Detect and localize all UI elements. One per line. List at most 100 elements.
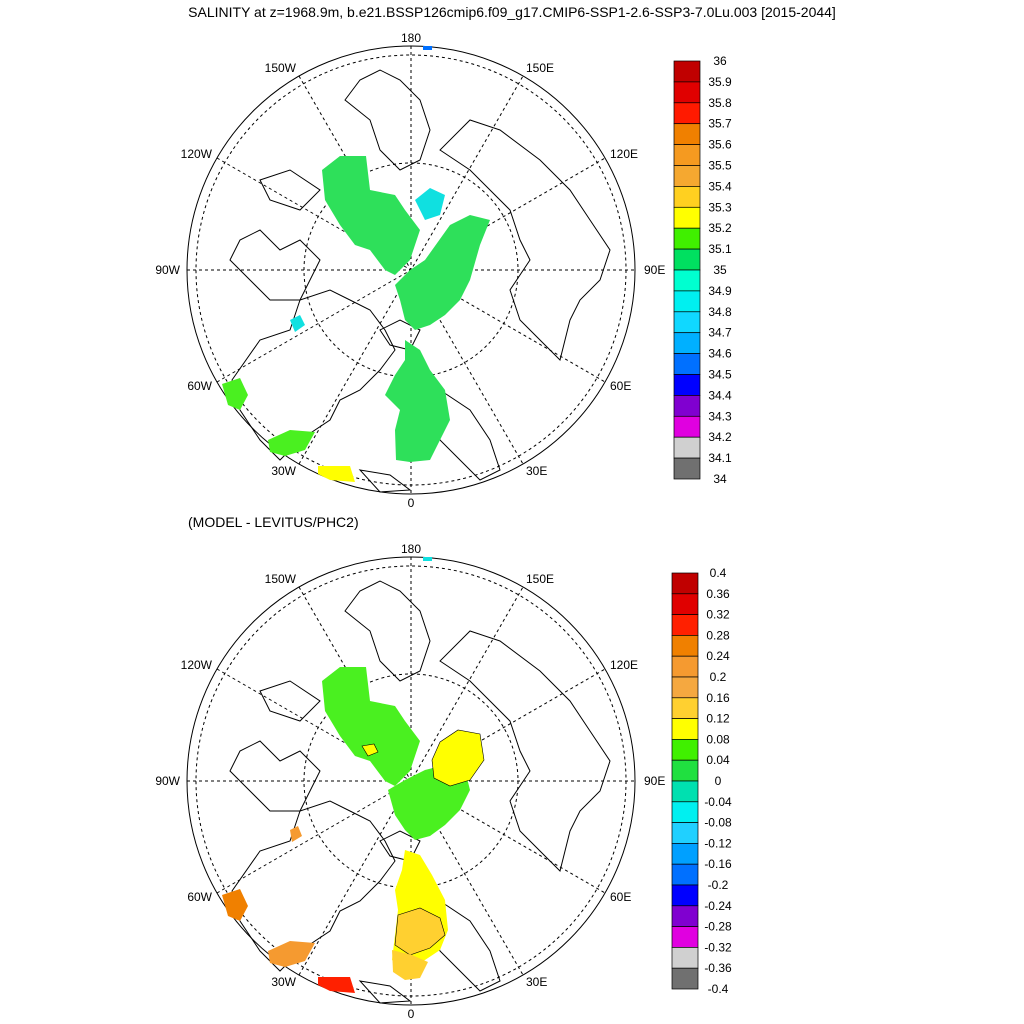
bottom-lon-120w: 120W: [181, 658, 213, 672]
bottom-field-orange-30w: [268, 941, 315, 967]
top-lon-0: 0: [408, 496, 415, 510]
bottom-colorbar-tick-label: 0.36: [706, 587, 730, 601]
bottom-lon-0: 0: [408, 1007, 415, 1021]
bottom-field-red: [318, 977, 355, 993]
bottom-colorbar-swatch: [671, 593, 699, 615]
top-lon-180: 180: [401, 31, 421, 45]
top-colorbar-tick-label: 35: [713, 263, 727, 277]
bottom-lon-60e: 60E: [610, 890, 631, 904]
bottom-field-gold-south: [392, 950, 428, 980]
top-field-lightgreen-60w: [222, 378, 248, 410]
top-colorbar-tick-label: 34: [713, 472, 727, 486]
bottom-colorbar-swatch: [671, 739, 699, 761]
top-colorbar-swatch: [673, 269, 701, 292]
bottom-colorbar-tick-label: -0.12: [704, 836, 732, 850]
bottom-field-green-canada: [322, 667, 420, 786]
top-colorbar-swatch: [673, 457, 701, 480]
bottom-colorbar-swatch: [671, 801, 699, 823]
bottom-colorbar-tick-label: -0.24: [704, 899, 732, 913]
bottom-colorbar-swatch: [671, 572, 699, 595]
bottom-colorbar-tick-label: -0.28: [704, 920, 732, 934]
top-polar-map: 180 0 90W 90E 150W 120W 150E 120E 60W 30…: [155, 31, 665, 510]
top-colorbar-swatch: [673, 332, 701, 354]
top-colorbar-tick-label: 35.3: [708, 200, 732, 214]
bottom-colorbar-tick-label: -0.4: [708, 982, 729, 996]
top-colorbar-tick-label: 34.6: [708, 347, 732, 361]
top-field-cyan: [415, 188, 445, 220]
top-lon-60w: 60W: [187, 379, 212, 393]
bottom-colorbar-swatch: [671, 614, 699, 636]
bottom-colorbar-tick-label: -0.16: [704, 857, 732, 871]
top-field-green-canada: [322, 156, 420, 275]
top-colorbar-swatch: [673, 123, 701, 145]
top-colorbar-swatch: [673, 81, 701, 104]
top-lon-30w: 30W: [271, 464, 296, 478]
top-colorbar-tick-label: 35.4: [708, 179, 732, 193]
difference-subtitle: (MODEL - LEVITUS/PHC2): [188, 514, 359, 530]
bottom-field-yellow-small: [361, 743, 379, 757]
top-field-blue: [423, 46, 432, 50]
bottom-colorbar-tick-label: 0.2: [710, 670, 727, 684]
bottom-field-cyan: [423, 557, 432, 561]
top-lon-90w: 90W: [155, 263, 180, 277]
top-colorbar-tick-label: 34.9: [708, 284, 732, 298]
top-colorbar-tick-label: 35.6: [708, 138, 732, 152]
bottom-lon-30e: 30E: [526, 975, 547, 989]
bottom-coastlines: [229, 580, 611, 1004]
top-colorbar-swatch: [673, 165, 701, 187]
bottom-lon-90w: 90W: [155, 774, 180, 788]
top-colorbar-swatch: [673, 186, 701, 208]
bottom-field-orange-60w: [222, 889, 248, 921]
top-colorbar-tick-label: 35.5: [708, 159, 732, 173]
bottom-polar-map: 180 0 90W 90E 150W 120W 150E 120E 60W 30…: [155, 542, 665, 1021]
top-colorbar-swatch: [673, 395, 701, 417]
bottom-colorbar-swatch: [671, 843, 699, 865]
top-colorbar-swatch: [673, 60, 701, 83]
bottom-colorbar-tick-label: 0.28: [706, 628, 730, 642]
bottom-colorbar-swatch: [671, 635, 699, 657]
top-colorbar-tick-label: 36: [713, 54, 727, 68]
bottom-colorbar-tick-label: 0.4: [710, 566, 727, 580]
bottom-difference-fields: [222, 557, 485, 993]
bottom-colorbar-swatch: [671, 822, 699, 844]
bottom-colorbar-tick-label: 0.16: [706, 691, 730, 705]
bottom-colorbar-swatch: [671, 967, 699, 990]
bottom-colorbar-tick-label: -0.36: [704, 961, 732, 975]
top-salinity-fields: [222, 46, 490, 482]
top-field-cyan-small: [290, 315, 305, 332]
top-lon-150w: 150W: [265, 61, 297, 75]
bottom-colorbar-tick-label: -0.2: [708, 878, 729, 892]
bottom-lon-60w: 60W: [187, 890, 212, 904]
bottom-colorbar-swatch: [671, 905, 699, 927]
top-colorbar-tick-label: 34.8: [708, 305, 732, 319]
bottom-colorbar-swatch: [671, 676, 699, 699]
top-lon-60e: 60E: [610, 379, 631, 393]
bottom-colorbar-swatch: [671, 759, 699, 782]
top-colorbar-swatch: [673, 353, 701, 375]
bottom-colorbar-tick-label: -0.04: [704, 795, 732, 809]
top-colorbar-tick-label: 34.7: [708, 326, 732, 340]
bottom-colorbar-tick-label: -0.08: [704, 816, 732, 830]
top-lon-120e: 120E: [610, 147, 638, 161]
bottom-colorbar-tick-label: -0.32: [704, 940, 732, 954]
top-colorbar-swatch: [673, 102, 701, 125]
bottom-field-yellow-basin: [431, 729, 485, 787]
bottom-lon-180: 180: [401, 542, 421, 556]
bottom-lon-30w: 30W: [271, 975, 296, 989]
bottom-colorbar-swatch: [671, 655, 699, 678]
bottom-colorbar: 0.4 0.36 0.32 0.28 0.24 0.2 0.16 0.12 0.08 0.04 0 -…: [671, 566, 732, 996]
bottom-colorbar-swatch: [671, 863, 699, 886]
bottom-colorbar-tick-label: 0.04: [706, 753, 730, 767]
bottom-lon-150w: 150W: [265, 572, 297, 586]
top-colorbar-tick-label: 34.4: [708, 388, 732, 402]
bottom-field-gold-fram: [394, 907, 446, 956]
top-colorbar-swatch: [673, 144, 701, 166]
top-colorbar-swatch: [673, 206, 701, 229]
bottom-colorbar-tick-label: 0.12: [706, 712, 730, 726]
top-colorbar-swatch: [673, 248, 701, 271]
top-colorbar-tick-label: 34.2: [708, 430, 732, 444]
top-field-yellow: [318, 466, 355, 482]
top-lon-90e: 90E: [644, 263, 665, 277]
top-colorbar-tick-label: 35.9: [708, 75, 732, 89]
